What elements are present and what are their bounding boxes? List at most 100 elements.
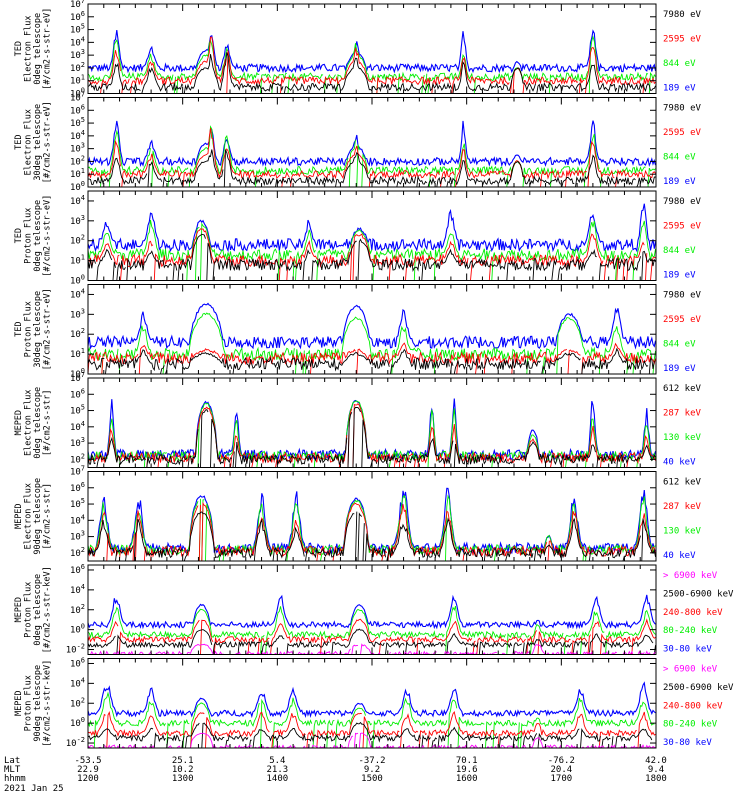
legend-entry: 189 eV — [663, 271, 696, 281]
y-axis-label: TEDElectron Flux30deg telescope[#/cm2-s-… — [14, 101, 53, 183]
y-tick-label: 101 — [70, 167, 85, 180]
series-2-trace — [88, 36, 656, 94]
y-tick-label: 100 — [70, 180, 85, 193]
y-tick-label: 107 — [70, 91, 85, 104]
flux-panel-5: 107 106 105 104 103 102 MEPEDElectron Flux0deg… — [14, 371, 702, 468]
flux-panel-3: 104 103 102 101 100 TEDProton Flux0deg telesc… — [14, 190, 702, 287]
legend-entry: 2595 eV — [663, 222, 702, 232]
y-tick-label: 103 — [70, 307, 85, 320]
x-row-label: MLT — [4, 765, 21, 775]
y-axis-label: MEPEDElectron Flux90deg telescope[#/cm2-… — [14, 478, 53, 555]
y-axis-label: TEDElectron Flux0deg telescope[#/cm2-s-s… — [14, 8, 53, 90]
y-tick-label: 105 — [70, 116, 85, 129]
hhmm-tick-label: 1400 — [266, 774, 288, 784]
series-4-trace — [88, 605, 656, 655]
legend-entry: 287 keV — [663, 502, 702, 512]
mlt-tick-label: 21.3 — [266, 765, 288, 775]
legend-entry: 844 eV — [663, 59, 696, 69]
y-tick-label: 105 — [70, 23, 85, 36]
legend-entry: 7980 eV — [663, 10, 702, 20]
y-tick-label: 100 — [70, 87, 85, 100]
hhmm-tick-label: 1600 — [456, 774, 478, 784]
series-4-trace — [88, 203, 656, 253]
legend-entry: 844 eV — [663, 340, 696, 350]
series-1-trace — [88, 406, 656, 468]
y-tick-label: 102 — [70, 546, 85, 559]
y-axis-label: MEPEDProton Flux90deg telescope[#/cm2-s-… — [14, 660, 53, 747]
series-5-trace — [88, 594, 656, 630]
legend-entry: > 6900 keV — [663, 571, 718, 581]
x-row-label: hhmm — [4, 774, 26, 784]
legend-entry: 240-800 keV — [663, 608, 723, 618]
y-tick-label: 105 — [70, 404, 85, 417]
flux-panel-6: 107 106 105 104 103 102 MEPEDElectron Flux90de… — [14, 465, 702, 562]
legend-entry: 7980 eV — [663, 197, 702, 207]
series-4-trace — [88, 120, 656, 168]
flux-panel-7: 106 104 102 100 10-2 MEPEDProton Flux0deg tel… — [14, 563, 734, 656]
x-row-label: Lat — [4, 756, 20, 766]
y-tick-label: 106 — [70, 387, 85, 400]
y-tick-label: 100 — [70, 716, 85, 729]
series-1-trace — [88, 52, 656, 94]
legend-entry: 612 keV — [663, 384, 702, 394]
hhmm-tick-label: 1700 — [550, 774, 572, 784]
panel-frame — [87, 190, 657, 281]
y-tick-label: 104 — [70, 583, 85, 596]
legend-entry: 7980 eV — [663, 104, 702, 114]
series-3-trace — [88, 618, 656, 655]
y-tick-label: 106 — [70, 656, 85, 669]
y-tick-label: 104 — [70, 35, 85, 48]
y-axis-label: TEDProton Flux30deg telescope[#/cm2-s-st… — [14, 288, 53, 370]
legend-entry: 80-240 keV — [663, 720, 718, 730]
y-tick-label: 102 — [70, 696, 85, 709]
y-tick-label: 104 — [70, 287, 85, 300]
series-1-trace — [88, 233, 656, 281]
legend-entry: 2595 eV — [663, 35, 702, 45]
series-1-trace — [88, 511, 656, 561]
y-tick-label: 102 — [70, 452, 85, 465]
mlt-tick-label: 20.4 — [550, 765, 572, 775]
legend-entry: 2500-6900 keV — [663, 683, 734, 693]
y-axis-label: MEPEDElectron Flux0deg telescope[#/cm2-s… — [14, 387, 53, 459]
legend-entry: 130 keV — [663, 527, 702, 537]
y-tick-label: 102 — [70, 603, 85, 616]
lat-tick-label: 70.1 — [456, 756, 478, 766]
y-tick-label: 103 — [70, 530, 85, 543]
y-tick-label: 100 — [70, 367, 85, 380]
series-5-trace — [88, 681, 656, 719]
lat-tick-label: -37.2 — [358, 756, 385, 766]
legend-entry: 844 eV — [663, 153, 696, 163]
y-tick-label: 10-2 — [66, 643, 85, 656]
hhmm-tick-label: 1800 — [645, 774, 667, 784]
y-tick-label: 104 — [70, 676, 85, 689]
flux-panel-4: 104 103 102 101 100 TEDProton Flux30deg teles… — [14, 284, 702, 380]
lat-tick-label: 25.1 — [172, 756, 194, 766]
y-tick-label: 107 — [70, 465, 85, 478]
legend-entry: 2500-6900 keV — [663, 589, 734, 599]
y-tick-label: 101 — [70, 347, 85, 360]
legend-entry: 189 eV — [663, 84, 696, 94]
legend-entry: 2595 eV — [663, 128, 702, 138]
legend-entry: 189 eV — [663, 177, 696, 187]
legend-entry: 240-800 keV — [663, 701, 723, 711]
y-tick-label: 101 — [70, 74, 85, 87]
date-label: 2021 Jan 25 — [4, 784, 64, 794]
y-tick-label: 102 — [70, 61, 85, 74]
y-tick-label: 106 — [70, 10, 85, 23]
series-4-trace — [88, 302, 656, 350]
y-tick-label: 106 — [70, 481, 85, 494]
lat-tick-label: 5.4 — [269, 756, 285, 766]
series-2-trace — [88, 403, 656, 468]
y-tick-label: 103 — [70, 142, 85, 155]
y-tick-label: 106 — [70, 103, 85, 116]
hhmm-tick-label: 1300 — [172, 774, 194, 784]
hhmm-tick-label: 1200 — [77, 774, 99, 784]
legend-entry: 287 keV — [663, 409, 702, 419]
series-3-trace — [88, 219, 656, 281]
lat-tick-label: -76.2 — [548, 756, 575, 766]
y-tick-label: 103 — [70, 436, 85, 449]
series-2-trace — [88, 228, 656, 281]
legend-entry: 2595 eV — [663, 315, 702, 325]
